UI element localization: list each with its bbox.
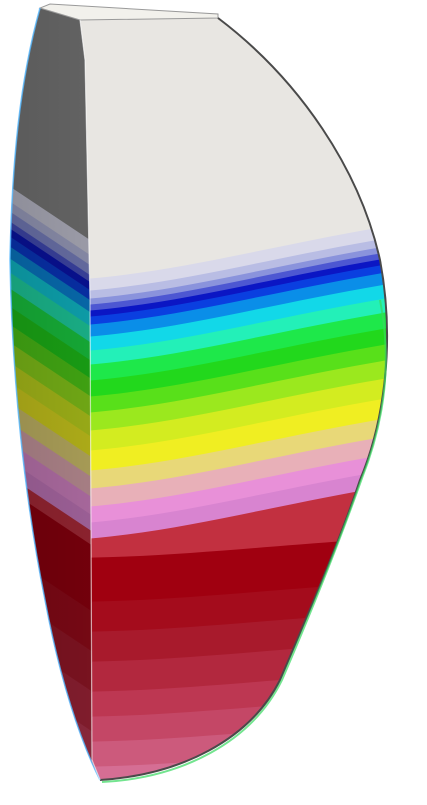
front-contour-band xyxy=(80,292,388,368)
front-contour-band xyxy=(80,278,388,354)
outer-rim-edge xyxy=(99,17,389,781)
front-contour-band xyxy=(80,464,388,542)
front-contour-band xyxy=(80,322,388,400)
front-side-seam xyxy=(79,19,101,781)
front-contour-band xyxy=(80,412,388,492)
front-contour-band xyxy=(80,745,388,780)
front-contour-band xyxy=(80,338,388,416)
front-contour-band xyxy=(80,372,388,454)
front-contour-band xyxy=(80,430,388,510)
front-contour-band xyxy=(80,480,388,559)
front-contour-band xyxy=(80,448,388,526)
front-contour-band xyxy=(80,306,388,384)
top-cap xyxy=(38,3,219,21)
front-contour-band xyxy=(80,392,388,474)
edge-glow xyxy=(101,299,387,783)
front-contour-band xyxy=(80,354,388,434)
left-rim-edge xyxy=(9,7,101,781)
